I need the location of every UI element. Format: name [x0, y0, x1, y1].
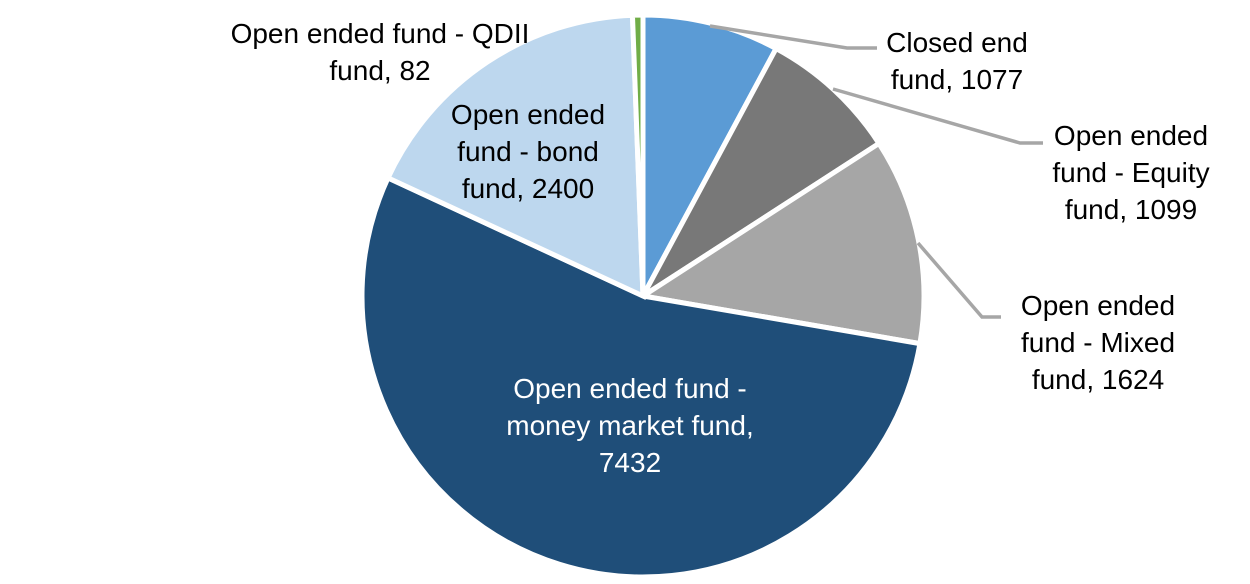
pie-slice-open-ended-fund-money-market-fund[interactable] — [359, 174, 923, 580]
leader-line-closed-end-fund — [709, 24, 877, 50]
pie-slice-closed-end-fund[interactable] — [640, 12, 780, 298]
leader-line-open-ended-fund-equity-fund — [832, 87, 1043, 145]
pie-slice-open-ended-fund-qdii-fund[interactable] — [629, 12, 646, 297]
leader-line-open-ended-fund-mixed-fund — [916, 241, 1001, 319]
pie-slice-open-ended-fund-bond-fund[interactable] — [384, 12, 646, 300]
pie-slice-open-ended-fund-mixed-fund[interactable] — [636, 140, 927, 347]
